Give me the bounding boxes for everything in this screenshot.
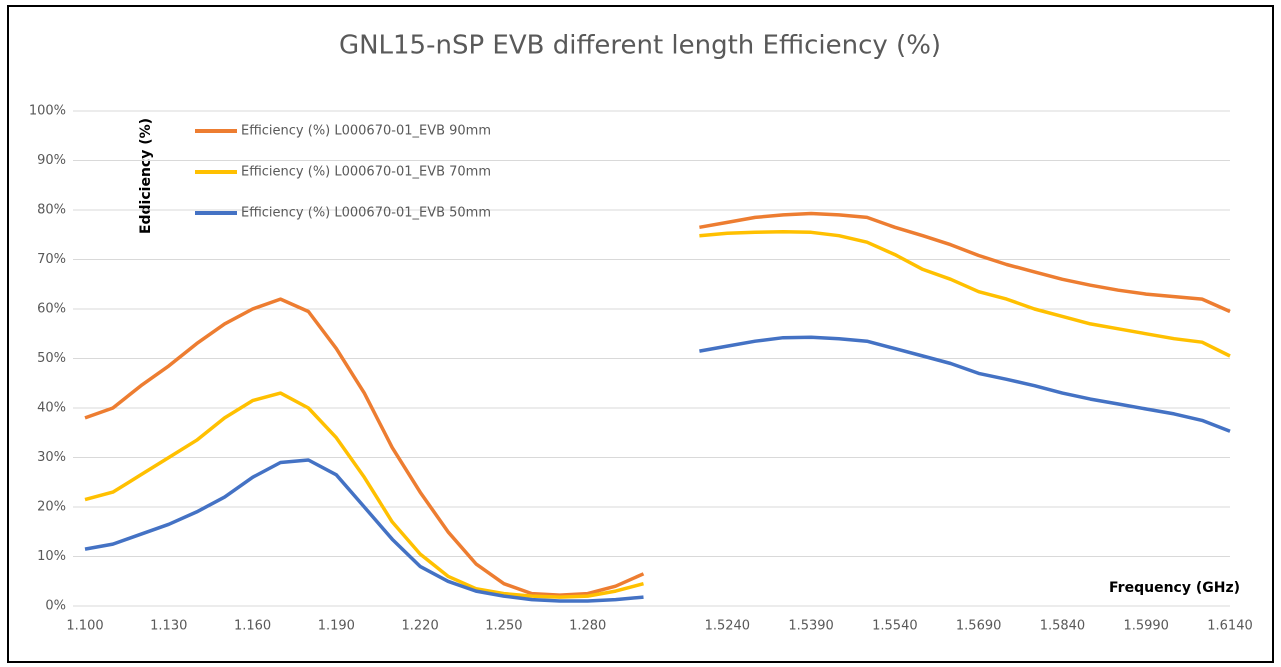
- y-tick-label: 80%: [37, 203, 66, 218]
- series-line: [84, 230, 1231, 599]
- x-tick-label: 1.5690: [956, 619, 1002, 634]
- legend-label: Efficiency (%) L000670-01_EVB 50mm: [241, 206, 491, 221]
- x-tick-label: 1.160: [234, 619, 271, 634]
- y-tick-label: 0%: [45, 599, 66, 614]
- y-tick-label: 40%: [37, 401, 66, 416]
- y-tick-label: 30%: [37, 450, 66, 465]
- chart-title: GNL15-nSP EVB different length Efficienc…: [339, 31, 941, 61]
- y-tick-label: 20%: [37, 500, 66, 515]
- legend-label: Efficiency (%) L000670-01_EVB 90mm: [241, 124, 491, 139]
- y-tick-label: 10%: [37, 549, 66, 564]
- x-tick-label: 1.5240: [705, 619, 751, 634]
- y-tick-label: 100%: [29, 104, 66, 119]
- x-tick-label: 1.5840: [1040, 619, 1086, 634]
- y-tick-label: 90%: [37, 153, 66, 168]
- y-tick-label: 70%: [37, 252, 66, 267]
- x-tick-label: 1.6140: [1207, 619, 1253, 634]
- x-tick-label: 1.250: [485, 619, 522, 634]
- x-tick-label: 1.100: [66, 619, 103, 634]
- y-tick-label: 60%: [37, 302, 66, 317]
- x-tick-label: 1.5390: [788, 619, 834, 634]
- y-tick-label: 50%: [37, 351, 66, 366]
- series-line: [84, 211, 1231, 597]
- y-axis-label: Eddiciency (%): [138, 118, 154, 234]
- x-axis-label: Frequency (GHz): [1109, 580, 1240, 596]
- x-tick-label: 1.280: [569, 619, 606, 634]
- x-tick-label: 1.130: [150, 619, 187, 634]
- x-tick-label: 1.5990: [1123, 619, 1169, 634]
- chart-frame: [7, 5, 1274, 663]
- x-tick-label: 1.220: [402, 619, 439, 634]
- x-tick-label: 1.190: [318, 619, 355, 634]
- series-line: [84, 335, 1231, 603]
- legend-label: Efficiency (%) L000670-01_EVB 70mm: [241, 165, 491, 180]
- x-tick-label: 1.5540: [872, 619, 918, 634]
